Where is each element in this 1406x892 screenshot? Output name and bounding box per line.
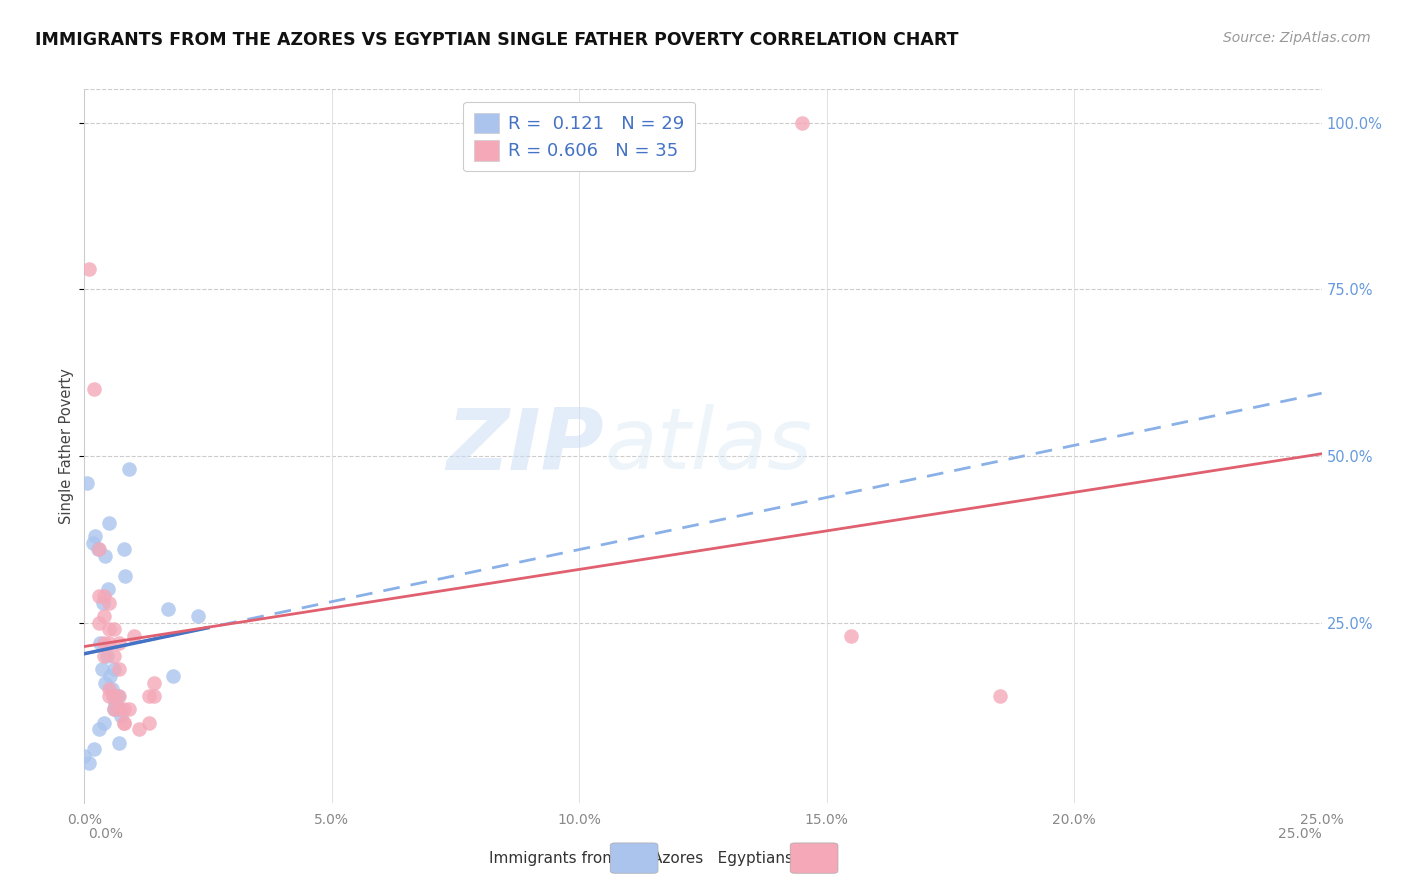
Text: ZIP: ZIP	[446, 404, 605, 488]
Point	[89, 636, 111, 650]
Point	[118, 462, 141, 476]
Point	[98, 689, 121, 703]
Point	[93, 589, 115, 603]
Point	[112, 542, 135, 557]
Point	[93, 715, 115, 730]
Point	[93, 636, 115, 650]
Point	[91, 596, 114, 610]
Point	[103, 689, 125, 703]
Point	[790, 115, 813, 129]
Point	[108, 702, 131, 716]
Point	[108, 689, 131, 703]
Point	[79, 262, 101, 277]
Point	[103, 649, 125, 664]
Point	[103, 702, 125, 716]
Point	[112, 715, 135, 730]
Point	[118, 702, 141, 716]
Point	[98, 669, 121, 683]
Point	[100, 682, 122, 697]
Point	[107, 689, 129, 703]
Point	[142, 689, 165, 703]
Point	[105, 689, 128, 703]
Point	[94, 549, 117, 563]
Point	[841, 629, 863, 643]
Point	[97, 582, 120, 597]
Point	[122, 629, 145, 643]
Point	[112, 715, 135, 730]
Point	[83, 742, 105, 756]
Text: 0.0%: 0.0%	[89, 827, 124, 841]
Point	[103, 696, 125, 710]
Point	[89, 723, 111, 737]
Point	[108, 736, 131, 750]
Point	[108, 662, 131, 676]
Point	[98, 516, 121, 530]
Point	[108, 636, 131, 650]
Point	[76, 475, 98, 490]
Legend: R =  0.121   N = 29, R = 0.606   N = 35: R = 0.121 N = 29, R = 0.606 N = 35	[463, 102, 696, 171]
Text: Source: ZipAtlas.com: Source: ZipAtlas.com	[1223, 31, 1371, 45]
Point	[162, 669, 184, 683]
Point	[138, 715, 160, 730]
Point	[110, 709, 132, 723]
Point	[96, 649, 118, 664]
Point	[73, 749, 96, 764]
Point	[90, 662, 112, 676]
Point	[83, 382, 105, 396]
Text: Egyptians: Egyptians	[703, 851, 793, 865]
Point	[89, 542, 111, 557]
Text: atlas: atlas	[605, 404, 813, 488]
Point	[142, 675, 165, 690]
Point	[93, 649, 115, 664]
Point	[112, 702, 135, 716]
Point	[988, 689, 1011, 703]
Point	[101, 689, 124, 703]
Point	[108, 702, 131, 716]
Point	[98, 623, 121, 637]
Point	[187, 609, 209, 624]
Point	[98, 682, 121, 697]
Point	[103, 623, 125, 637]
Point	[157, 602, 180, 616]
Point	[138, 689, 160, 703]
Point	[98, 636, 121, 650]
Y-axis label: Single Father Poverty: Single Father Poverty	[59, 368, 73, 524]
Point	[93, 675, 115, 690]
Point	[87, 542, 110, 557]
Point	[98, 596, 121, 610]
Point	[82, 535, 104, 549]
Point	[128, 723, 150, 737]
Text: 25.0%: 25.0%	[1278, 827, 1322, 841]
Point	[84, 529, 107, 543]
Point	[89, 589, 111, 603]
Point	[114, 569, 136, 583]
Point	[79, 756, 101, 770]
Point	[104, 702, 127, 716]
Point	[103, 662, 125, 676]
Point	[103, 702, 125, 716]
Point	[93, 609, 115, 624]
Text: Immigrants from the Azores: Immigrants from the Azores	[489, 851, 703, 865]
Point	[89, 615, 111, 630]
Text: IMMIGRANTS FROM THE AZORES VS EGYPTIAN SINGLE FATHER POVERTY CORRELATION CHART: IMMIGRANTS FROM THE AZORES VS EGYPTIAN S…	[35, 31, 959, 49]
